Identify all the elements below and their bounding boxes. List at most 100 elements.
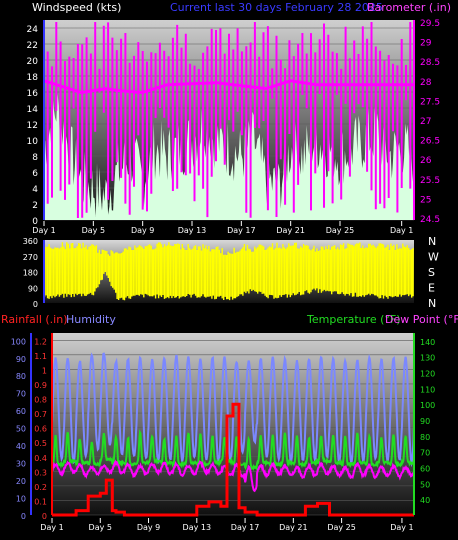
baro-tick-7: 28 bbox=[420, 78, 432, 88]
wind-tick-3: 6 bbox=[32, 169, 38, 179]
rain-x-tick-labels: Day 1 Day 5 Day 9 Day 13 Day 17 Day 21 Day 25 D… bbox=[40, 518, 414, 532]
rain-tick-0: 0 bbox=[42, 512, 47, 521]
wind-xtick-3: Day 13 bbox=[178, 226, 207, 235]
wind-tick-10: 20 bbox=[27, 57, 39, 67]
wind-xtick-5: Day 21 bbox=[276, 226, 305, 235]
humidity-tick-5: 50 bbox=[16, 425, 26, 434]
wind-xtick-0: Day 1 bbox=[32, 226, 55, 235]
rain-tick-8: 0.8 bbox=[34, 396, 47, 405]
wind-xtick-2: Day 9 bbox=[131, 226, 154, 235]
baro-tick-10: 29.5 bbox=[420, 19, 440, 29]
rain-tick-2: 0.2 bbox=[34, 483, 47, 492]
rain-tick-3: 0.3 bbox=[34, 468, 47, 477]
temp-tick-6: 100 bbox=[420, 401, 435, 410]
baro-tick-0: 24.5 bbox=[420, 215, 440, 225]
temp-tick-5: 90 bbox=[420, 417, 430, 426]
rain-tick-6: 0.6 bbox=[34, 425, 47, 434]
temp-tick-9: 130 bbox=[420, 354, 435, 363]
wind-tick-2: 4 bbox=[32, 185, 38, 195]
humidity-tick-4: 40 bbox=[16, 442, 26, 451]
windspeed-area bbox=[44, 94, 414, 220]
barometer-series bbox=[43, 22, 414, 218]
rain-tick-10: 1 bbox=[42, 366, 47, 375]
wind-x-tick-labels: Day 1 Day 5 Day 9 Day 13 Day 17 Day 21 Day 25 D… bbox=[32, 221, 413, 235]
humidity-tick-6: 60 bbox=[16, 407, 26, 416]
wind-tick-8: 16 bbox=[27, 89, 39, 99]
rainfall-axis-label: Rainfall (.in) bbox=[1, 313, 68, 326]
direction-tick-0: 0 bbox=[33, 300, 38, 309]
rain-tick-1: 0.1 bbox=[34, 497, 47, 506]
humidity-tick-3: 30 bbox=[16, 460, 26, 469]
wind-tick-11: 22 bbox=[27, 41, 38, 51]
compass-0: N bbox=[428, 235, 436, 248]
direction-tick-2: 180 bbox=[23, 269, 38, 278]
rain-xtick-2: Day 9 bbox=[137, 523, 160, 532]
wind-xtick-1: Day 5 bbox=[82, 226, 105, 235]
wind-xtick-4: Day 17 bbox=[227, 226, 256, 235]
temp-tick-3: 70 bbox=[420, 449, 430, 458]
baro-tick-1: 25 bbox=[420, 195, 431, 205]
temp-tick-1: 50 bbox=[420, 480, 430, 489]
wind-tick-6: 12 bbox=[27, 121, 38, 131]
humidity-tick-0: 0 bbox=[21, 512, 26, 521]
rain-tick-12: 1.2 bbox=[34, 337, 47, 346]
wind-tick-9: 18 bbox=[27, 73, 39, 83]
barometer-spikes bbox=[46, 22, 412, 218]
dewpoint-axis-label: Dew Point (°F) bbox=[385, 313, 458, 326]
humidity-tick-1: 10 bbox=[16, 495, 26, 504]
humidity-tick-7: 70 bbox=[16, 390, 26, 399]
direction-tick-1: 90 bbox=[28, 284, 38, 293]
rain-xtick-4: Day 17 bbox=[231, 523, 260, 532]
baro-tick-3: 26 bbox=[420, 156, 432, 166]
wind-tick-7: 14 bbox=[27, 105, 39, 115]
direction-tick-labels: 0 90 180 270 360 bbox=[23, 237, 38, 309]
rain-tick-4: 0.4 bbox=[34, 454, 47, 463]
rain-xtick-1: Day 5 bbox=[89, 523, 112, 532]
humidity-axis-label: Humidity bbox=[66, 313, 116, 326]
wind-tick-0: 0 bbox=[32, 217, 38, 227]
compass-1: W bbox=[428, 251, 439, 264]
compass-3: E bbox=[428, 282, 435, 295]
direction-tick-3: 270 bbox=[23, 253, 38, 262]
temp-tick-0: 40 bbox=[420, 496, 430, 505]
baro-tick-5: 27 bbox=[420, 117, 431, 127]
rain-tick-11: 1.1 bbox=[34, 352, 47, 361]
temperature-line bbox=[51, 429, 415, 472]
chart-title: Current last 30 days February 28 2025 bbox=[170, 1, 383, 14]
baro-tick-9: 29 bbox=[420, 39, 432, 49]
rain-tick-5: 0.5 bbox=[34, 439, 47, 448]
temp-tick-4: 80 bbox=[420, 433, 430, 442]
temp-tick-7: 110 bbox=[420, 385, 435, 394]
wind-xtick-6: Day 25 bbox=[326, 226, 355, 235]
baro-tick-8: 28.5 bbox=[420, 58, 440, 68]
rain-tick-labels: 0 0.1 0.2 0.3 0.4 0.5 0.6 0.7 0.8 0.9 1 1.1 1.2 bbox=[34, 337, 47, 521]
compass-4: N bbox=[428, 297, 436, 310]
rain-tick-7: 0.7 bbox=[34, 410, 47, 419]
rain-xtick-5: Day 21 bbox=[279, 523, 308, 532]
baro-tick-6: 27.5 bbox=[420, 97, 440, 107]
rain-xtick-0: Day 1 bbox=[40, 523, 63, 532]
humidity-tick-labels: 0 10 20 30 40 50 60 70 80 90 100 bbox=[11, 337, 26, 521]
humidity-line bbox=[51, 352, 415, 468]
compass-2: S bbox=[428, 266, 435, 279]
baro-tick-4: 26.5 bbox=[420, 137, 440, 147]
temperature-tick-labels: 40 50 60 70 80 90 100 110 120 130 140 bbox=[420, 338, 435, 505]
direction-tick-4: 360 bbox=[23, 237, 38, 246]
temp-tick-10: 140 bbox=[420, 338, 435, 347]
wind-tick-5: 10 bbox=[27, 137, 39, 147]
wind-tick-4: 8 bbox=[32, 153, 38, 163]
humidity-tick-10: 100 bbox=[11, 337, 26, 346]
windspeed-area-path bbox=[44, 94, 414, 220]
temperature-axis-label: Temperature (°F) bbox=[306, 313, 401, 326]
temp-tick-8: 120 bbox=[420, 370, 435, 379]
barometer-tick-labels: 24.5 25 25.5 26 26.5 27 27.5 28 28.5 29 29.5 bbox=[420, 19, 440, 225]
rainfall-line bbox=[52, 402, 414, 517]
temp-tick-2: 60 bbox=[420, 465, 430, 474]
wind-xtick-7: Day 1 bbox=[390, 226, 413, 235]
rain-temp-series bbox=[51, 352, 415, 517]
rain-tick-9: 0.9 bbox=[34, 381, 47, 390]
